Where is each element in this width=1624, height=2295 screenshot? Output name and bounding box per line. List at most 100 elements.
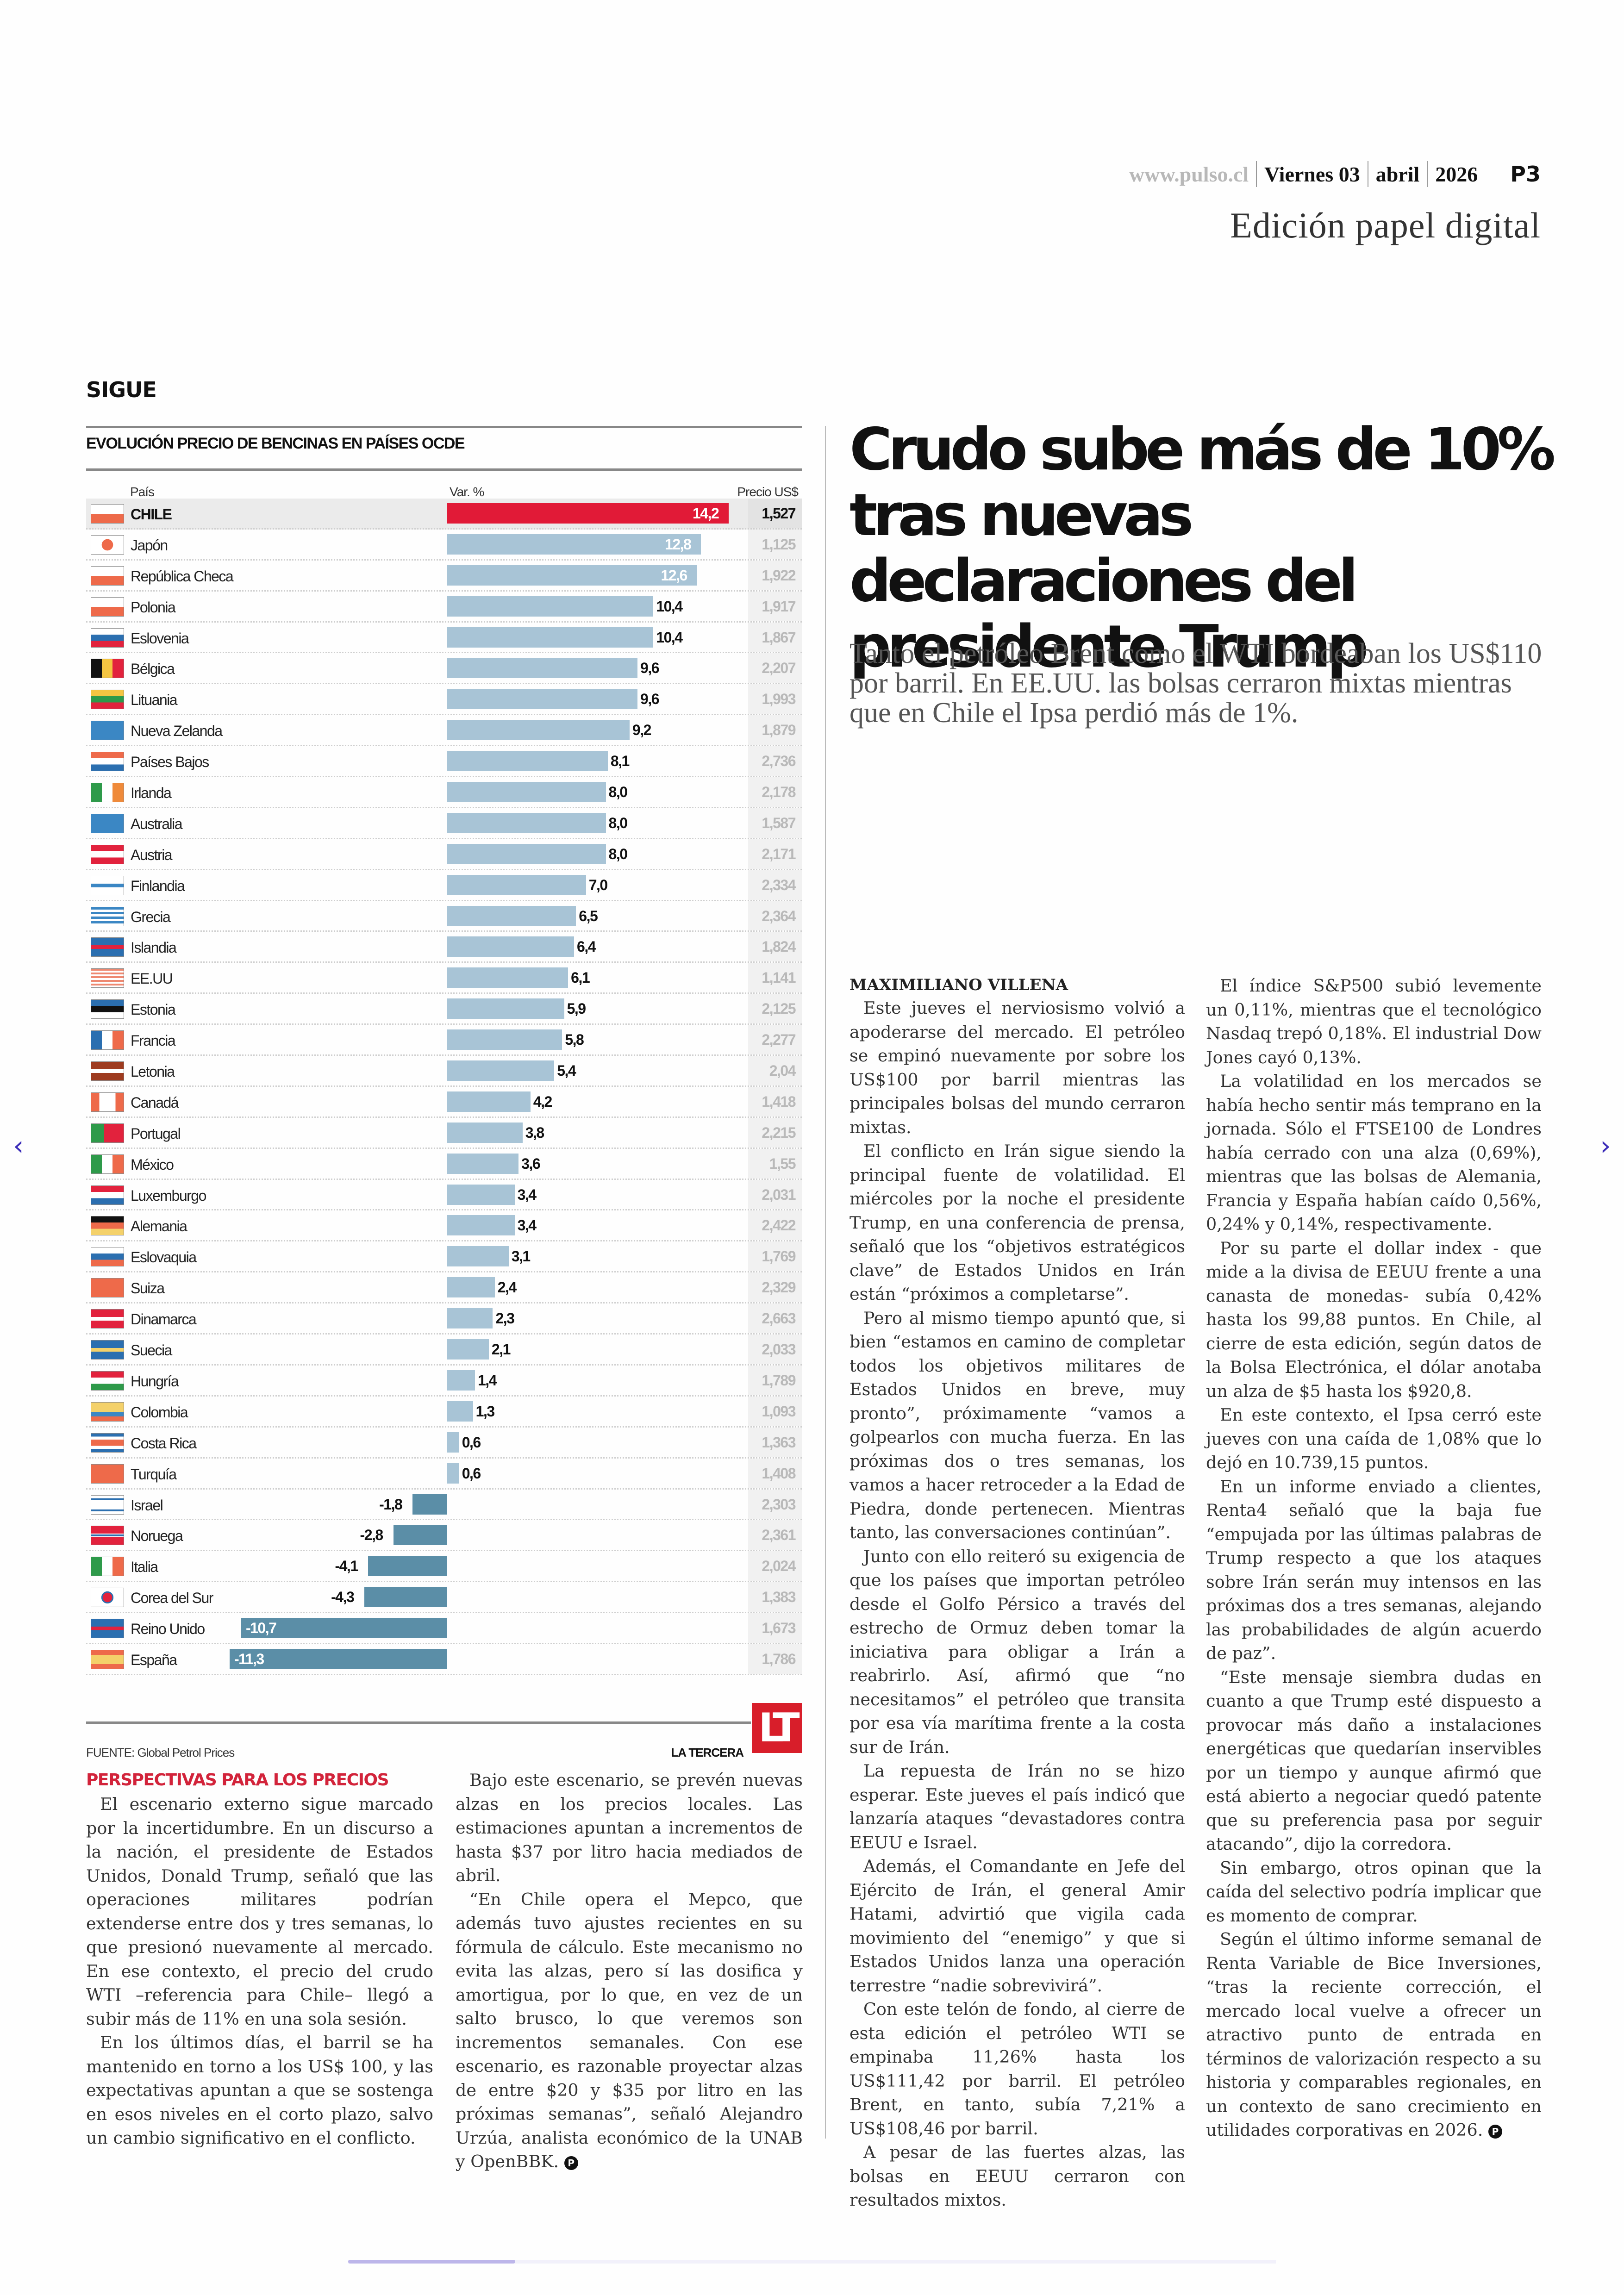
- paragraph-text: La repuesta de Irán no se hizo esperar. …: [849, 1761, 1185, 1852]
- chevron-left-icon[interactable]: ‹: [13, 1130, 24, 1161]
- price-value: 1,824: [748, 932, 802, 962]
- bar-value-label: 6,1: [571, 969, 590, 986]
- bar-value-label: 6,4: [577, 938, 596, 955]
- country-name: Bélgica: [131, 661, 175, 678]
- flag-us-icon: [91, 968, 124, 988]
- chart-row: Italia -4,1 2,024: [86, 1551, 802, 1583]
- bar-value-label: 0,6: [462, 1434, 481, 1451]
- paragraph-text: Pero al mismo tiempo apuntó que, si bien…: [849, 1308, 1185, 1543]
- edition-label: Edición papel digital: [1230, 205, 1541, 245]
- bar: [230, 1648, 447, 1669]
- issue-month: abril: [1375, 162, 1420, 186]
- country-name: Noruega: [131, 1528, 183, 1545]
- paragraph: Por su parte el dollar index - que mide …: [1206, 1236, 1542, 1403]
- bar-value-label: 9,6: [640, 660, 659, 677]
- sidebar-column-1: PERSPECTIVAS PARA LOS PRECIOS El escenar…: [86, 1768, 433, 2150]
- bar-value-label: 9,6: [640, 691, 659, 708]
- price-value: 1,141: [748, 963, 802, 993]
- country-name: Nueva Zelanda: [131, 723, 223, 740]
- flag-hu-icon: [91, 1371, 124, 1391]
- country-name: México: [131, 1156, 174, 1173]
- paragraph: Este jueves el nerviosismo volvió a apo­…: [849, 996, 1185, 1139]
- country-name: Reino Unido: [131, 1621, 205, 1638]
- price-value: 2,277: [748, 1025, 802, 1055]
- pulso-end-mark-icon: P: [564, 2156, 578, 2170]
- flag-tr-icon: [91, 1464, 124, 1484]
- bar-value-label: -1,8: [379, 1496, 403, 1513]
- site-url: www.pulso.cl: [1129, 162, 1249, 186]
- flag-ee-icon: [91, 999, 124, 1019]
- flag-nl-icon: [91, 752, 124, 772]
- price-value: 2,422: [748, 1210, 802, 1241]
- bar: [447, 782, 606, 803]
- price-value: 1,383: [748, 1582, 802, 1612]
- chart-row: Colombia 1,3 1,093: [86, 1396, 802, 1428]
- bar: [447, 936, 575, 957]
- bar: [447, 1060, 555, 1081]
- chart-row: Portugal 3,8 2,215: [86, 1117, 802, 1149]
- masthead: www.pulso.cl Viernes 03 abril 2026 P3: [1129, 161, 1541, 187]
- flag-ch-icon: [91, 1278, 124, 1298]
- bar: [447, 1339, 489, 1360]
- bar-value-label: 3,6: [521, 1155, 540, 1172]
- bar-value-label: 3,8: [525, 1124, 544, 1141]
- price-value: 1,879: [748, 715, 802, 745]
- page-scrollbar-thumb[interactable]: [348, 2260, 515, 2264]
- bar: [393, 1525, 447, 1546]
- chart-title-rule: [86, 468, 802, 471]
- paragraph-text: Bajo este escenario, se prevén nuevas al…: [456, 1770, 803, 1885]
- chart-row: Nueva Zelanda 9,2 1,879: [86, 715, 802, 747]
- bar: [447, 1401, 473, 1422]
- bar: [447, 905, 576, 926]
- chart-row: Grecia 6,5 2,364: [86, 901, 802, 932]
- chart-row: Países Bajos 8,1 2,736: [86, 746, 802, 778]
- chart-row: Letonia 5,4 2,04: [86, 1056, 802, 1087]
- flag-se-icon: [91, 1340, 124, 1360]
- chart-row: Austria 8,0 2,171: [86, 839, 802, 870]
- paragraph: Según el último informe semanal de Renta…: [1206, 1927, 1542, 2142]
- bar-value-label: 9,2: [632, 722, 651, 739]
- byline: MAXIMILIANO VILLENA: [849, 976, 1068, 994]
- country-name: Hungría: [131, 1372, 179, 1390]
- chart-row: República Checa 12,6 1,922: [86, 560, 802, 592]
- bar: [447, 1370, 475, 1391]
- paragraph: La repuesta de Irán no se hizo esperar. …: [849, 1759, 1185, 1854]
- country-name: Finlandia: [131, 877, 185, 894]
- bar: [447, 658, 638, 679]
- flag-fi-icon: [91, 875, 124, 895]
- price-value: 1,55: [748, 1148, 802, 1179]
- page-scrollbar[interactable]: [348, 2260, 1276, 2264]
- bar: [447, 1308, 493, 1329]
- bar: [447, 1277, 495, 1298]
- bar-value-label: 5,4: [557, 1062, 576, 1079]
- bar: [447, 1029, 562, 1050]
- bar-value-label: 3,1: [511, 1248, 531, 1265]
- flag-gr-icon: [91, 906, 124, 926]
- price-value: 1,363: [748, 1427, 802, 1457]
- paragraph-text: “En Chile opera el Mepco, que además tuv…: [456, 1889, 803, 2172]
- bar: [447, 967, 568, 988]
- divider: [1256, 161, 1257, 187]
- price-value: 1,789: [748, 1365, 802, 1395]
- paragraph-text: En un informe enviado a clientes, Ren­ta…: [1206, 1476, 1542, 1664]
- column-header-price: Precio US$: [737, 485, 799, 499]
- chevron-right-icon[interactable]: ›: [1600, 1130, 1611, 1161]
- column-header-country: País: [130, 485, 155, 499]
- chart-source: FUENTE: Global Petrol Prices: [86, 1745, 235, 1759]
- country-name: Australia: [131, 815, 183, 832]
- bar-value-label: 1,3: [475, 1403, 495, 1420]
- chart-row: CHILE 14,2 1,527: [86, 499, 802, 530]
- price-value: 1,769: [748, 1241, 802, 1272]
- country-name: Austria: [131, 846, 173, 863]
- column-header-variation: Var. %: [450, 485, 484, 499]
- flag-dk-icon: [91, 1309, 124, 1329]
- paragraph-text: “Este mensaje siembra dudas en cuan­to a…: [1206, 1667, 1542, 1854]
- price-value: 1,527: [748, 499, 802, 528]
- chart-row: Francia 5,8 2,277: [86, 1025, 802, 1056]
- article-column-1: MAXIMILIANO VILLENA Este jueves el nervi…: [849, 974, 1185, 2212]
- bar-value-label: 2,3: [495, 1310, 514, 1327]
- price-value: 1,673: [748, 1613, 802, 1643]
- bar: [447, 1122, 523, 1143]
- price-value: 1,125: [748, 529, 802, 559]
- bar-value-label: -4,3: [331, 1589, 355, 1606]
